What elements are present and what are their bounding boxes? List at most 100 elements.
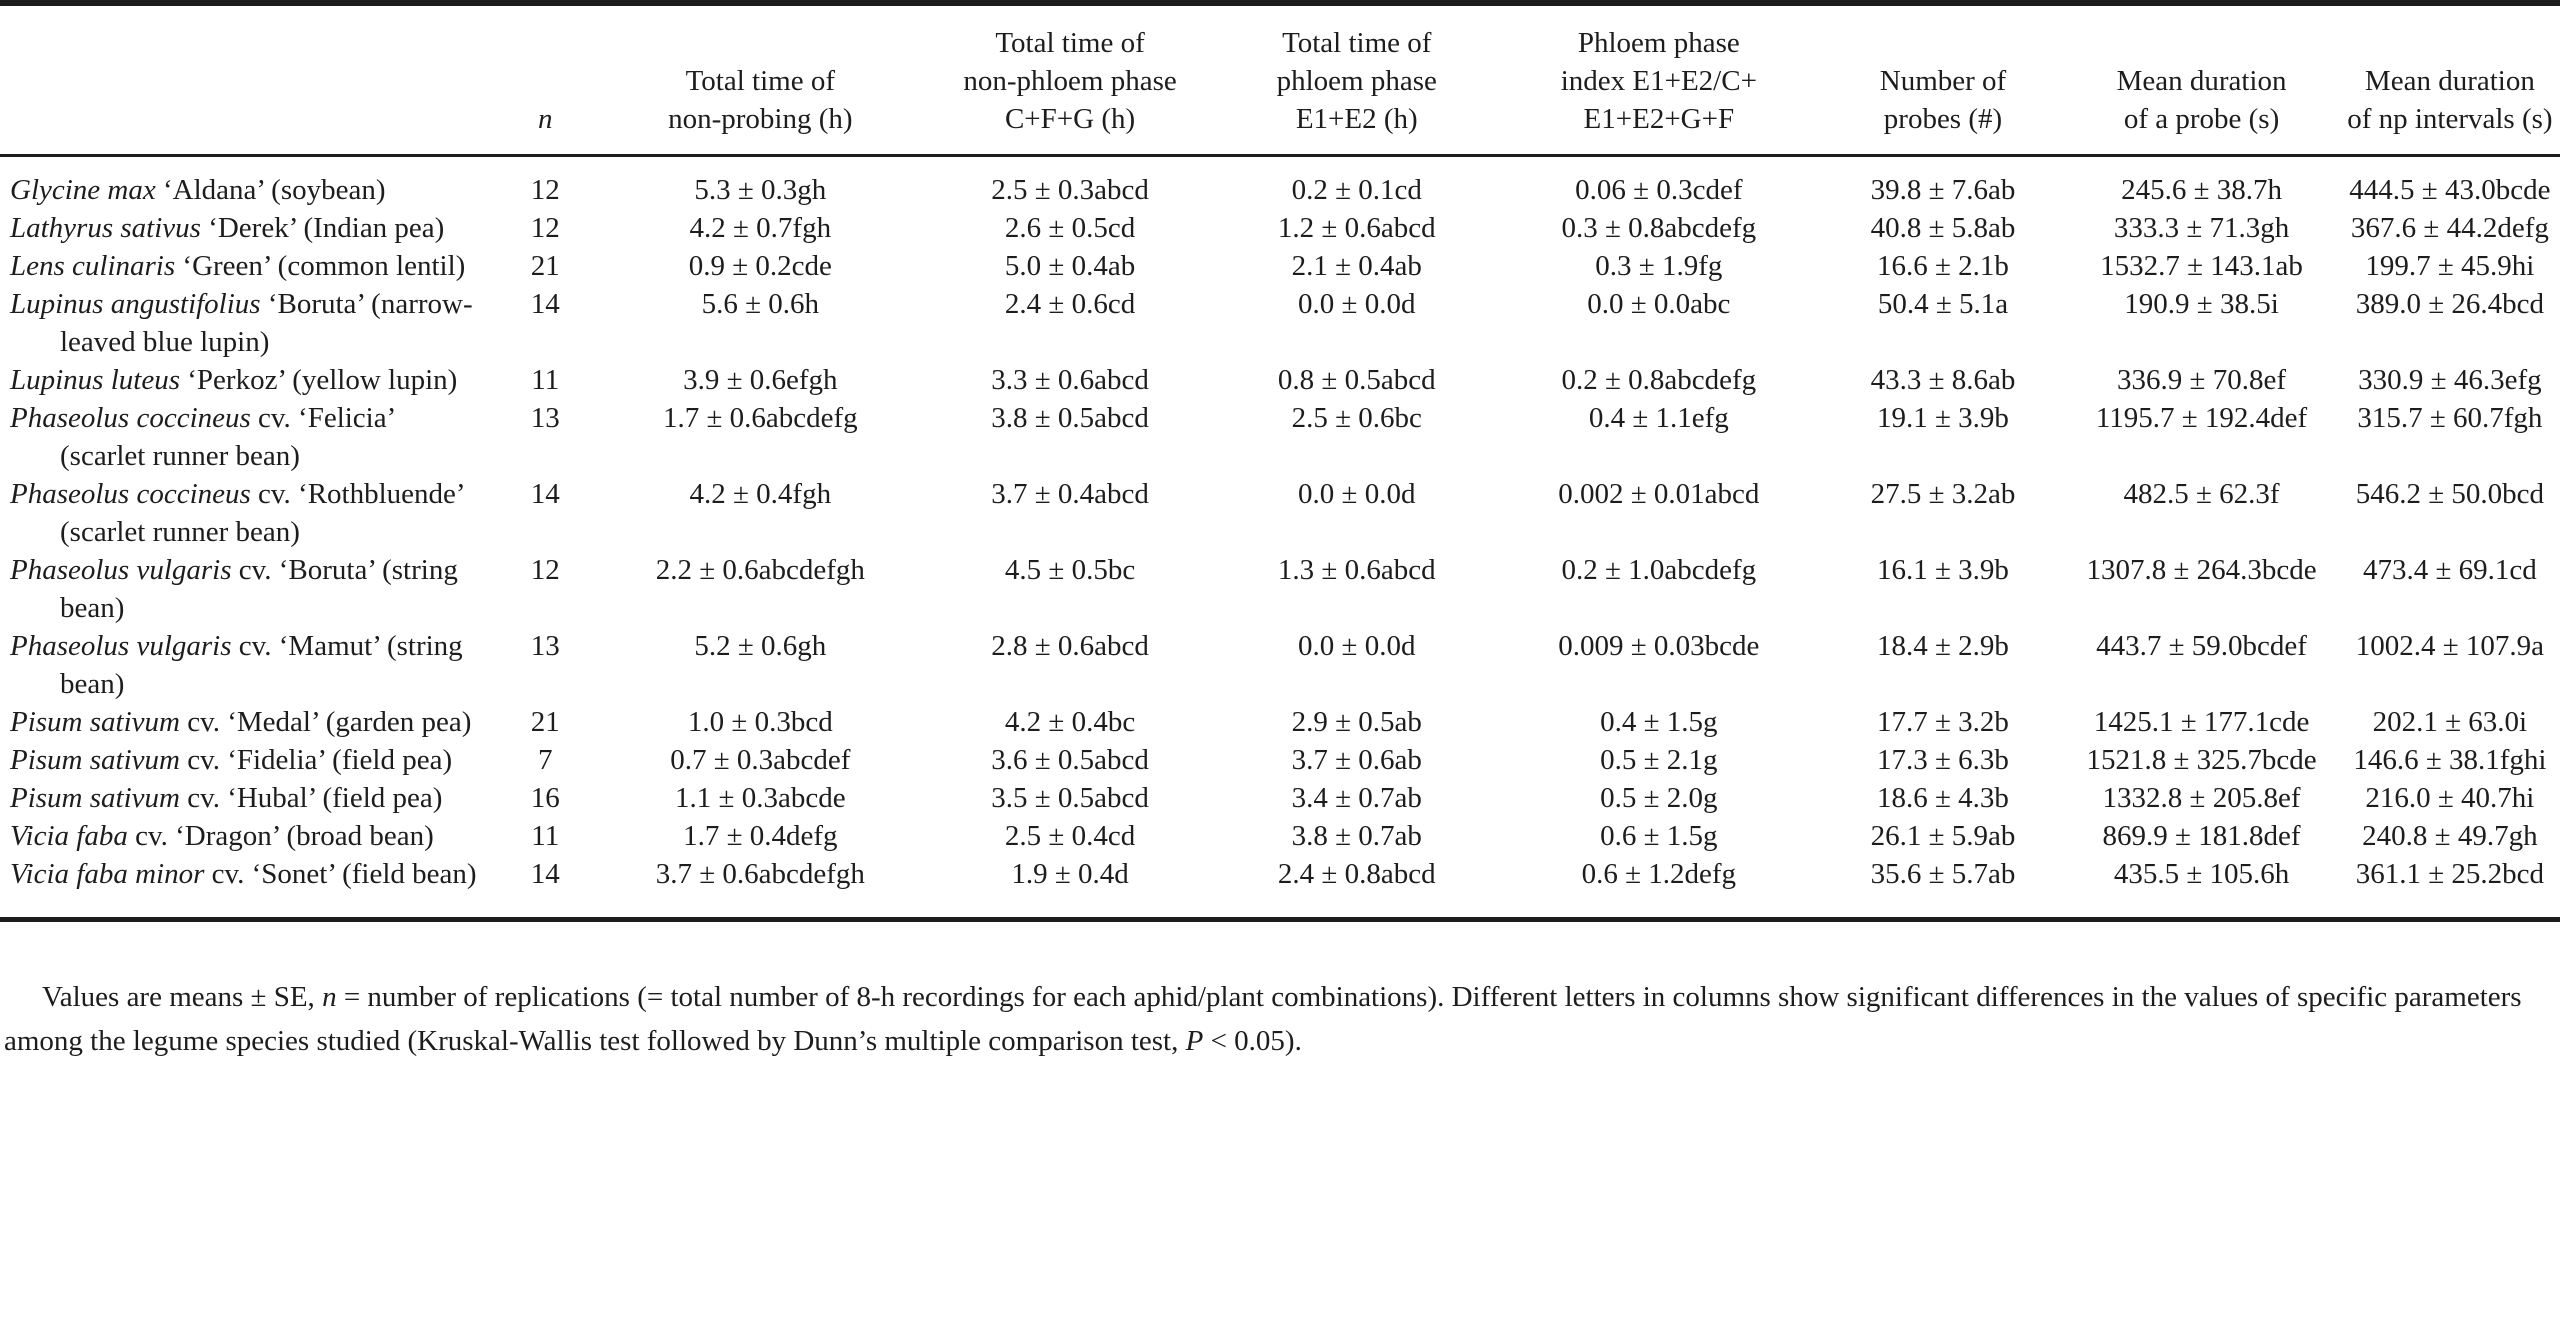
non-probing-cell: 1.1 ± 0.3abcde	[675, 782, 846, 814]
probe-duration-cell: 245.6 ± 38.7h	[2121, 174, 2282, 206]
probes-cell: 35.6 ± 5.7ab	[1870, 858, 2016, 890]
species-latin: Phaseolus coccineus	[10, 478, 251, 510]
np-intervals-cell: 240.8 ± 49.7gh	[2362, 820, 2538, 852]
probes-cell: 18.4 ± 2.9b	[1877, 630, 2009, 662]
species-latin: Pisum sativum	[10, 782, 180, 814]
phloem-cell: 1.2 ± 0.6abcd	[1277, 212, 1436, 244]
non-probing-cell: 3.9 ± 0.6efgh	[683, 364, 838, 396]
species-cell: Pisum sativum cv. ‘Hubal’ (field pea)	[0, 779, 492, 817]
n-cell: 12	[530, 174, 560, 206]
non-probing-cell: 1.7 ± 0.4defg	[683, 820, 838, 852]
probes-cell: 19.1 ± 3.9b	[1877, 402, 2009, 434]
species-cell: Phaseolus vulgaris cv. ‘Boruta’ (string …	[0, 551, 492, 627]
n-cell: 14	[530, 288, 560, 320]
phloem-cell: 0.8 ± 0.5abcd	[1277, 364, 1436, 396]
phloem-cell: 2.9 ± 0.5ab	[1291, 706, 1422, 738]
phloem-cell: 2.5 ± 0.6bc	[1291, 402, 1422, 434]
species-rest: cv. ‘Rothbluende’ (scarlet runner bean)	[60, 478, 464, 548]
np-intervals-cell: 315.7 ± 60.7fgh	[2357, 402, 2543, 434]
species-rest: cv. ‘Fidelia’ (field pea)	[179, 744, 453, 776]
table-row: Lens culinaris ‘Green’ (common lentil) 2…	[0, 247, 2560, 285]
species-cell: Lens culinaris ‘Green’ (common lentil)	[0, 247, 492, 285]
table-body: Glycine max ‘Aldana’ (soybean) 12 5.3 ± …	[0, 156, 2560, 920]
species-cell: Lathyrus sativus ‘Derek’ (Indian pea)	[0, 209, 492, 247]
species-latin: Lupinus luteus	[10, 364, 180, 396]
n-cell: 12	[530, 554, 560, 586]
phloem-cell: 2.1 ± 0.4ab	[1291, 250, 1422, 282]
species-latin: Pisum sativum	[10, 706, 180, 738]
np-intervals-cell: 367.6 ± 44.2defg	[2350, 212, 2549, 244]
phloem-index-cell: 0.5 ± 2.1g	[1600, 744, 1718, 776]
non-probing-cell: 5.2 ± 0.6gh	[694, 630, 827, 662]
np-intervals-cell: 199.7 ± 45.9hi	[2365, 250, 2535, 282]
col-header-non-phloem: Total time of non-phloem phase C+F+G (h)	[963, 27, 1177, 135]
col-header-np-intervals: Mean duration of np intervals (s)	[2347, 65, 2553, 135]
probes-cell: 16.6 ± 2.1b	[1877, 250, 2009, 282]
non-phloem-cell: 2.5 ± 0.4cd	[1004, 820, 1136, 852]
species-latin: Pisum sativum	[10, 744, 180, 776]
n-cell: 11	[531, 364, 560, 396]
phloem-cell: 2.4 ± 0.8abcd	[1277, 858, 1436, 890]
table-row: Vicia faba minor cv. ‘Sonet’ (field bean…	[0, 855, 2560, 920]
phloem-index-cell: 0.3 ± 0.8abcdefg	[1561, 212, 1757, 244]
np-intervals-cell: 216.0 ± 40.7hi	[2365, 782, 2535, 814]
table-row: Lupinus angustifolius ‘Boruta’ (narrow-l…	[0, 285, 2560, 361]
probe-duration-cell: 1332.8 ± 205.8ef	[2102, 782, 2301, 814]
non-probing-cell: 5.6 ± 0.6h	[701, 288, 820, 320]
non-phloem-cell: 4.2 ± 0.4bc	[1004, 706, 1136, 738]
non-phloem-cell: 3.7 ± 0.4abcd	[991, 478, 1149, 510]
probes-cell: 18.6 ± 4.3b	[1877, 782, 2009, 814]
species-rest: ‘Derek’ (Indian pea)	[200, 212, 445, 244]
species-latin: Lens culinaris	[10, 250, 176, 282]
phloem-cell: 3.8 ± 0.7ab	[1291, 820, 1422, 852]
probe-duration-cell: 1425.1 ± 177.1cde	[2093, 706, 2310, 738]
probes-cell: 40.8 ± 5.8ab	[1870, 212, 2016, 244]
species-cell: Lupinus angustifolius ‘Boruta’ (narrow-l…	[0, 285, 492, 361]
probes-cell: 26.1 ± 5.9ab	[1870, 820, 2016, 852]
col-header-probes: Number of probes (#)	[1879, 65, 2007, 135]
col-header-non-probing: Total time of non-probing (h)	[668, 65, 853, 135]
probe-duration-cell: 869.9 ± 181.8def	[2102, 820, 2301, 852]
species-cell: Lupinus luteus ‘Perkoz’ (yellow lupin)	[0, 361, 492, 399]
species-rest: cv. ‘Mamut’ (string bean)	[60, 630, 463, 700]
non-phloem-cell: 2.5 ± 0.3abcd	[991, 174, 1149, 206]
n-cell: 21	[530, 706, 560, 738]
np-intervals-cell: 389.0 ± 26.4bcd	[2355, 288, 2545, 320]
phloem-index-cell: 0.3 ± 1.9fg	[1595, 250, 1723, 282]
non-probing-cell: 4.2 ± 0.4fgh	[689, 478, 832, 510]
species-latin: Glycine max	[10, 174, 156, 206]
phloem-index-cell: 0.4 ± 1.5g	[1600, 706, 1718, 738]
non-phloem-cell: 2.4 ± 0.6cd	[1004, 288, 1136, 320]
species-rest: cv. ‘Sonet’ (field bean)	[204, 858, 477, 890]
species-rest: cv. ‘Felicia’ (scarlet runner bean)	[60, 402, 395, 472]
probe-duration-cell: 482.5 ± 62.3f	[2123, 478, 2280, 510]
n-cell: 7	[538, 744, 553, 776]
phloem-cell: 0.0 ± 0.0d	[1298, 288, 1416, 320]
probes-cell: 16.1 ± 3.9b	[1877, 554, 2009, 586]
probes-cell: 17.7 ± 3.2b	[1877, 706, 2009, 738]
probe-duration-cell: 443.7 ± 59.0bcdef	[2096, 630, 2307, 662]
probes-cell: 39.8 ± 7.6ab	[1870, 174, 2016, 206]
non-probing-cell: 1.0 ± 0.3bcd	[687, 706, 833, 738]
species-latin: Phaseolus vulgaris	[10, 554, 232, 586]
footnote-text-1: Values are means ± SE,	[42, 981, 323, 1013]
epg-parameters-table: n Total time of non-probing (h) Total ti…	[0, 0, 2560, 920]
phloem-index-cell: 0.009 ± 0.03bcde	[1558, 630, 1760, 662]
table-row: Pisum sativum cv. ‘Hubal’ (field pea) 16…	[0, 779, 2560, 817]
n-cell: 14	[530, 858, 560, 890]
species-rest: cv. ‘Boruta’ (string bean)	[60, 554, 458, 624]
species-rest: ‘Green’ (common lentil)	[175, 250, 466, 282]
species-latin: Phaseolus coccineus	[10, 402, 251, 434]
probe-duration-cell: 190.9 ± 38.5i	[2124, 288, 2279, 320]
table-row: Phaseolus coccineus cv. ‘Rothbluende’ (s…	[0, 475, 2560, 551]
species-latin: Lathyrus sativus	[10, 212, 201, 244]
species-cell: Phaseolus coccineus cv. ‘Rothbluende’ (s…	[0, 475, 492, 551]
np-intervals-cell: 473.4 ± 69.1cd	[2362, 554, 2537, 586]
non-phloem-cell: 3.8 ± 0.5abcd	[991, 402, 1149, 434]
table-row: Pisum sativum cv. ‘Fidelia’ (field pea) …	[0, 741, 2560, 779]
probes-cell: 50.4 ± 5.1a	[1877, 288, 2009, 320]
probe-duration-cell: 1532.7 ± 143.1ab	[2100, 250, 2303, 282]
phloem-index-cell: 0.5 ± 2.0g	[1600, 782, 1718, 814]
n-cell: 13	[530, 402, 560, 434]
